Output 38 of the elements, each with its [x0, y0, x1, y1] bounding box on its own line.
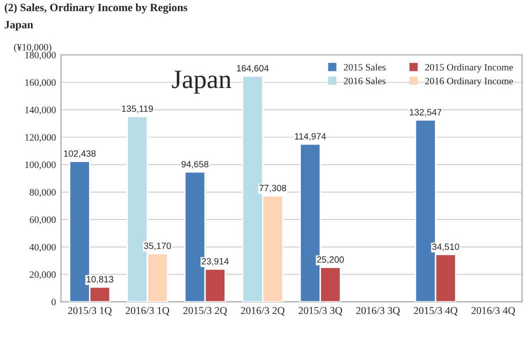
data-label: 10,813 — [86, 276, 114, 284]
data-label: 132,547 — [410, 109, 442, 116]
x-tick-label: 2015/3 1Q — [68, 307, 112, 316]
x-tick-label: 2015/3 4Q — [414, 307, 458, 316]
data-label: 77,308 — [259, 184, 286, 192]
x-tick-label: 2015/3 3Q — [298, 307, 342, 316]
y-tick-label: 100,000 — [25, 162, 56, 170]
data-label: 135,119 — [122, 106, 153, 113]
data-label: 114,974 — [294, 133, 326, 141]
legend-label: 2015 Ordinary Income — [425, 64, 513, 73]
y-axis-title: (¥10,000) — [14, 44, 52, 52]
y-tick-label: 180,000 — [25, 52, 56, 60]
data-label: 34,510 — [432, 244, 460, 251]
data-label: 23,914 — [202, 258, 229, 266]
x-tick-label: 2016/3 3Q — [356, 307, 400, 316]
legend-label: 2016 Ordinary Income — [425, 77, 513, 86]
y-tick-label: 80,000 — [30, 188, 56, 197]
legend-label: 2015 Sales — [344, 64, 386, 71]
data-label: 25,200 — [317, 256, 344, 264]
data-label: 35,170 — [144, 242, 171, 250]
y-tick-label: 40,000 — [30, 244, 56, 252]
y-tick-label: 120,000 — [25, 134, 56, 142]
y-tick-label: 160,000 — [25, 79, 56, 88]
legend-label: 2016 Sales — [344, 77, 386, 84]
y-tick-label: 60,000 — [30, 216, 56, 224]
x-tick-label: 2016/3 1Q — [126, 307, 170, 316]
text: (2) Sales, Ordinary Income by Regions — [4, 3, 188, 14]
x-tick-label: 2015/3 2Q — [183, 307, 227, 316]
data-label: 94,658 — [182, 161, 208, 168]
x-tick-label: 2016/3 4Q — [472, 307, 516, 316]
y-tick-label: 20,000 — [30, 271, 56, 280]
y-tick-label: 0 — [52, 298, 56, 306]
y-tick-label: 140,000 — [25, 106, 56, 115]
x-tick-label: 2016/3 2Q — [241, 307, 285, 316]
data-label: 164,604 — [236, 65, 269, 73]
data-label: 102,438 — [64, 150, 96, 158]
text: Japan — [4, 21, 34, 31]
text: Japan — [172, 70, 232, 94]
